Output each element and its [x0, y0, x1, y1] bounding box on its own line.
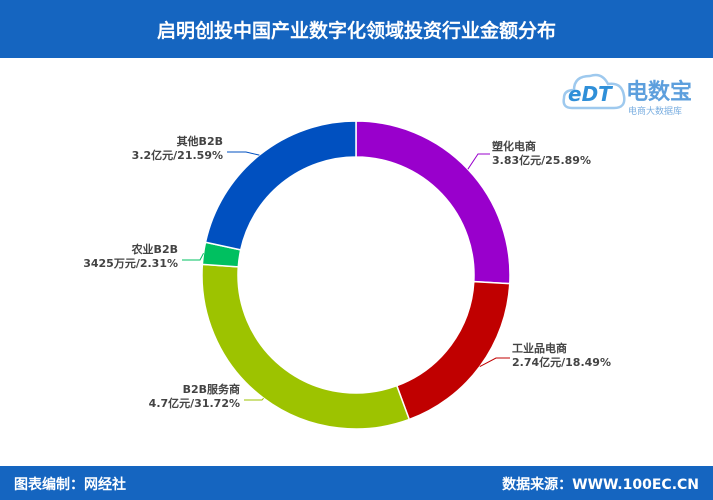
leader-line-5	[227, 151, 260, 156]
slice-name-label-4: 农业B2B	[131, 242, 178, 256]
logo: eDT 电数宝 电商大数据库	[560, 64, 710, 124]
donut-slice-5	[204, 120, 357, 251]
slice-value-label-1: 3.83亿元/25.89%	[492, 153, 591, 167]
page-title: 启明创投中国产业数字化领域投资行业金额分布	[0, 0, 713, 58]
slice-value-label-4: 3425万元/2.31%	[83, 257, 178, 270]
slice-name-label-5: 其他B2B	[177, 134, 223, 148]
leader-line-4	[182, 253, 204, 261]
cloud-icon	[562, 73, 626, 110]
logo-mark: eDT	[568, 82, 612, 106]
leader-line-3	[244, 397, 264, 401]
footer-editor: 图表编制：网经社	[14, 477, 126, 493]
slice-name-label-2: 工业品电商	[512, 341, 567, 355]
footer-source: 数据来源：WWW.100EC.CN	[502, 477, 699, 493]
page-title-text: 启明创投中国产业数字化领域投资行业金额分布	[156, 19, 556, 42]
slice-value-label-2: 2.74亿元/18.49%	[512, 355, 611, 369]
logo-name: 电数宝	[626, 80, 693, 105]
slice-name-label-3: B2B服务商	[183, 382, 240, 396]
leader-line-2	[479, 357, 510, 368]
slice-value-label-3: 4.7亿元/31.72%	[149, 396, 240, 410]
logo-subtitle: 电商大数据库	[628, 107, 683, 117]
slice-value-label-5: 3.2亿元/21.59%	[132, 148, 223, 162]
slice-name-label-1: 塑化电商	[492, 139, 536, 153]
donut-slice-2	[395, 280, 511, 421]
footer: 图表编制：网经社 数据来源：WWW.100EC.CN	[0, 466, 713, 500]
donut-slice-1	[355, 120, 511, 285]
leader-line-1	[467, 153, 490, 170]
